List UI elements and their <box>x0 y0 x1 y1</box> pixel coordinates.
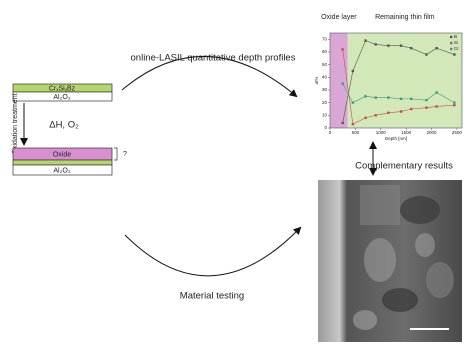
data-point <box>351 69 355 73</box>
data-point <box>364 95 367 98</box>
x-tick-label: 2500 <box>452 130 463 135</box>
legend-swatch <box>450 35 453 39</box>
data-point <box>425 53 428 56</box>
x-tick-label: 0 <box>329 130 332 135</box>
legend-label: Si <box>454 40 458 45</box>
data-point <box>374 114 377 117</box>
y-tick-label: 70 <box>322 37 328 42</box>
series-line <box>342 40 455 123</box>
data-point <box>453 53 456 56</box>
data-point <box>387 96 390 99</box>
complementary-label: Complementary results <box>355 161 453 172</box>
y-tick-label: 50 <box>322 62 328 67</box>
legend-swatch <box>450 41 453 45</box>
micrograph <box>318 180 462 342</box>
treatment-label: Oxidation treatment <box>12 93 19 154</box>
data-point <box>351 123 355 126</box>
data-point <box>387 44 390 47</box>
data-point <box>341 121 344 125</box>
data-point <box>410 47 413 50</box>
data-point <box>374 96 377 99</box>
data-point <box>374 43 377 46</box>
data-point <box>351 101 355 104</box>
conditions-label: ΔH, O₂ <box>49 120 79 131</box>
y-tick-label: 10 <box>322 113 328 118</box>
x-tick-label: 1500 <box>401 130 412 135</box>
y-tick-label: 40 <box>322 75 328 80</box>
y-tick-label: 20 <box>322 100 328 105</box>
bracket <box>114 147 118 161</box>
region-label: Remaining thin film <box>375 14 435 21</box>
substrate-layer <box>12 91 113 102</box>
series-line <box>342 49 455 125</box>
data-point <box>399 97 403 101</box>
data-point <box>410 97 413 101</box>
y-tick-label: 30 <box>322 87 328 92</box>
coating-label: CrₓSiᵧBz <box>49 85 76 92</box>
substrate-label: Al₂O₃ <box>53 167 70 174</box>
data-point <box>399 44 403 47</box>
data-point <box>435 47 438 50</box>
region <box>347 33 462 128</box>
substrate-label: Al₂O₃ <box>53 94 70 101</box>
data-point <box>435 105 438 108</box>
data-point <box>399 110 403 113</box>
substrate-layer <box>12 164 113 176</box>
data-point <box>425 98 428 102</box>
oxide-label: Oxide <box>53 151 71 158</box>
x-axis-label: Depth [nm] <box>385 136 407 141</box>
data-point <box>410 107 413 111</box>
region-label: Oxide layer <box>321 14 357 21</box>
data-point <box>435 91 438 94</box>
legend-swatch <box>450 47 453 51</box>
data-point <box>453 101 456 104</box>
y-axis-label: at% <box>314 77 319 85</box>
y-tick-label: 60 <box>322 49 328 54</box>
arrow-bottom-label: Material testing <box>180 291 244 302</box>
data-point <box>387 111 390 114</box>
arrow-material-testing <box>124 226 302 277</box>
arrow-depth-profiles <box>121 55 298 98</box>
x-tick-label: 1000 <box>376 130 387 135</box>
data-point <box>341 48 344 51</box>
unknown-label: ? <box>123 151 127 158</box>
x-tick-label: 500 <box>352 130 360 135</box>
legend-label: B <box>454 34 457 39</box>
data-point <box>364 116 367 120</box>
plot-frame <box>329 32 463 129</box>
arrow-top-label: online-LASIL quantitative depth profiles <box>131 53 296 64</box>
series-line <box>342 83 455 104</box>
region <box>330 33 348 128</box>
y-tick-label: 0 <box>324 125 327 130</box>
legend-label: Cr <box>454 46 459 51</box>
data-point <box>453 104 456 107</box>
remaining-layer <box>12 159 113 166</box>
data-point <box>341 82 344 85</box>
data-point <box>364 39 367 42</box>
data-point <box>425 106 428 109</box>
x-tick-label: 2000 <box>427 130 438 135</box>
